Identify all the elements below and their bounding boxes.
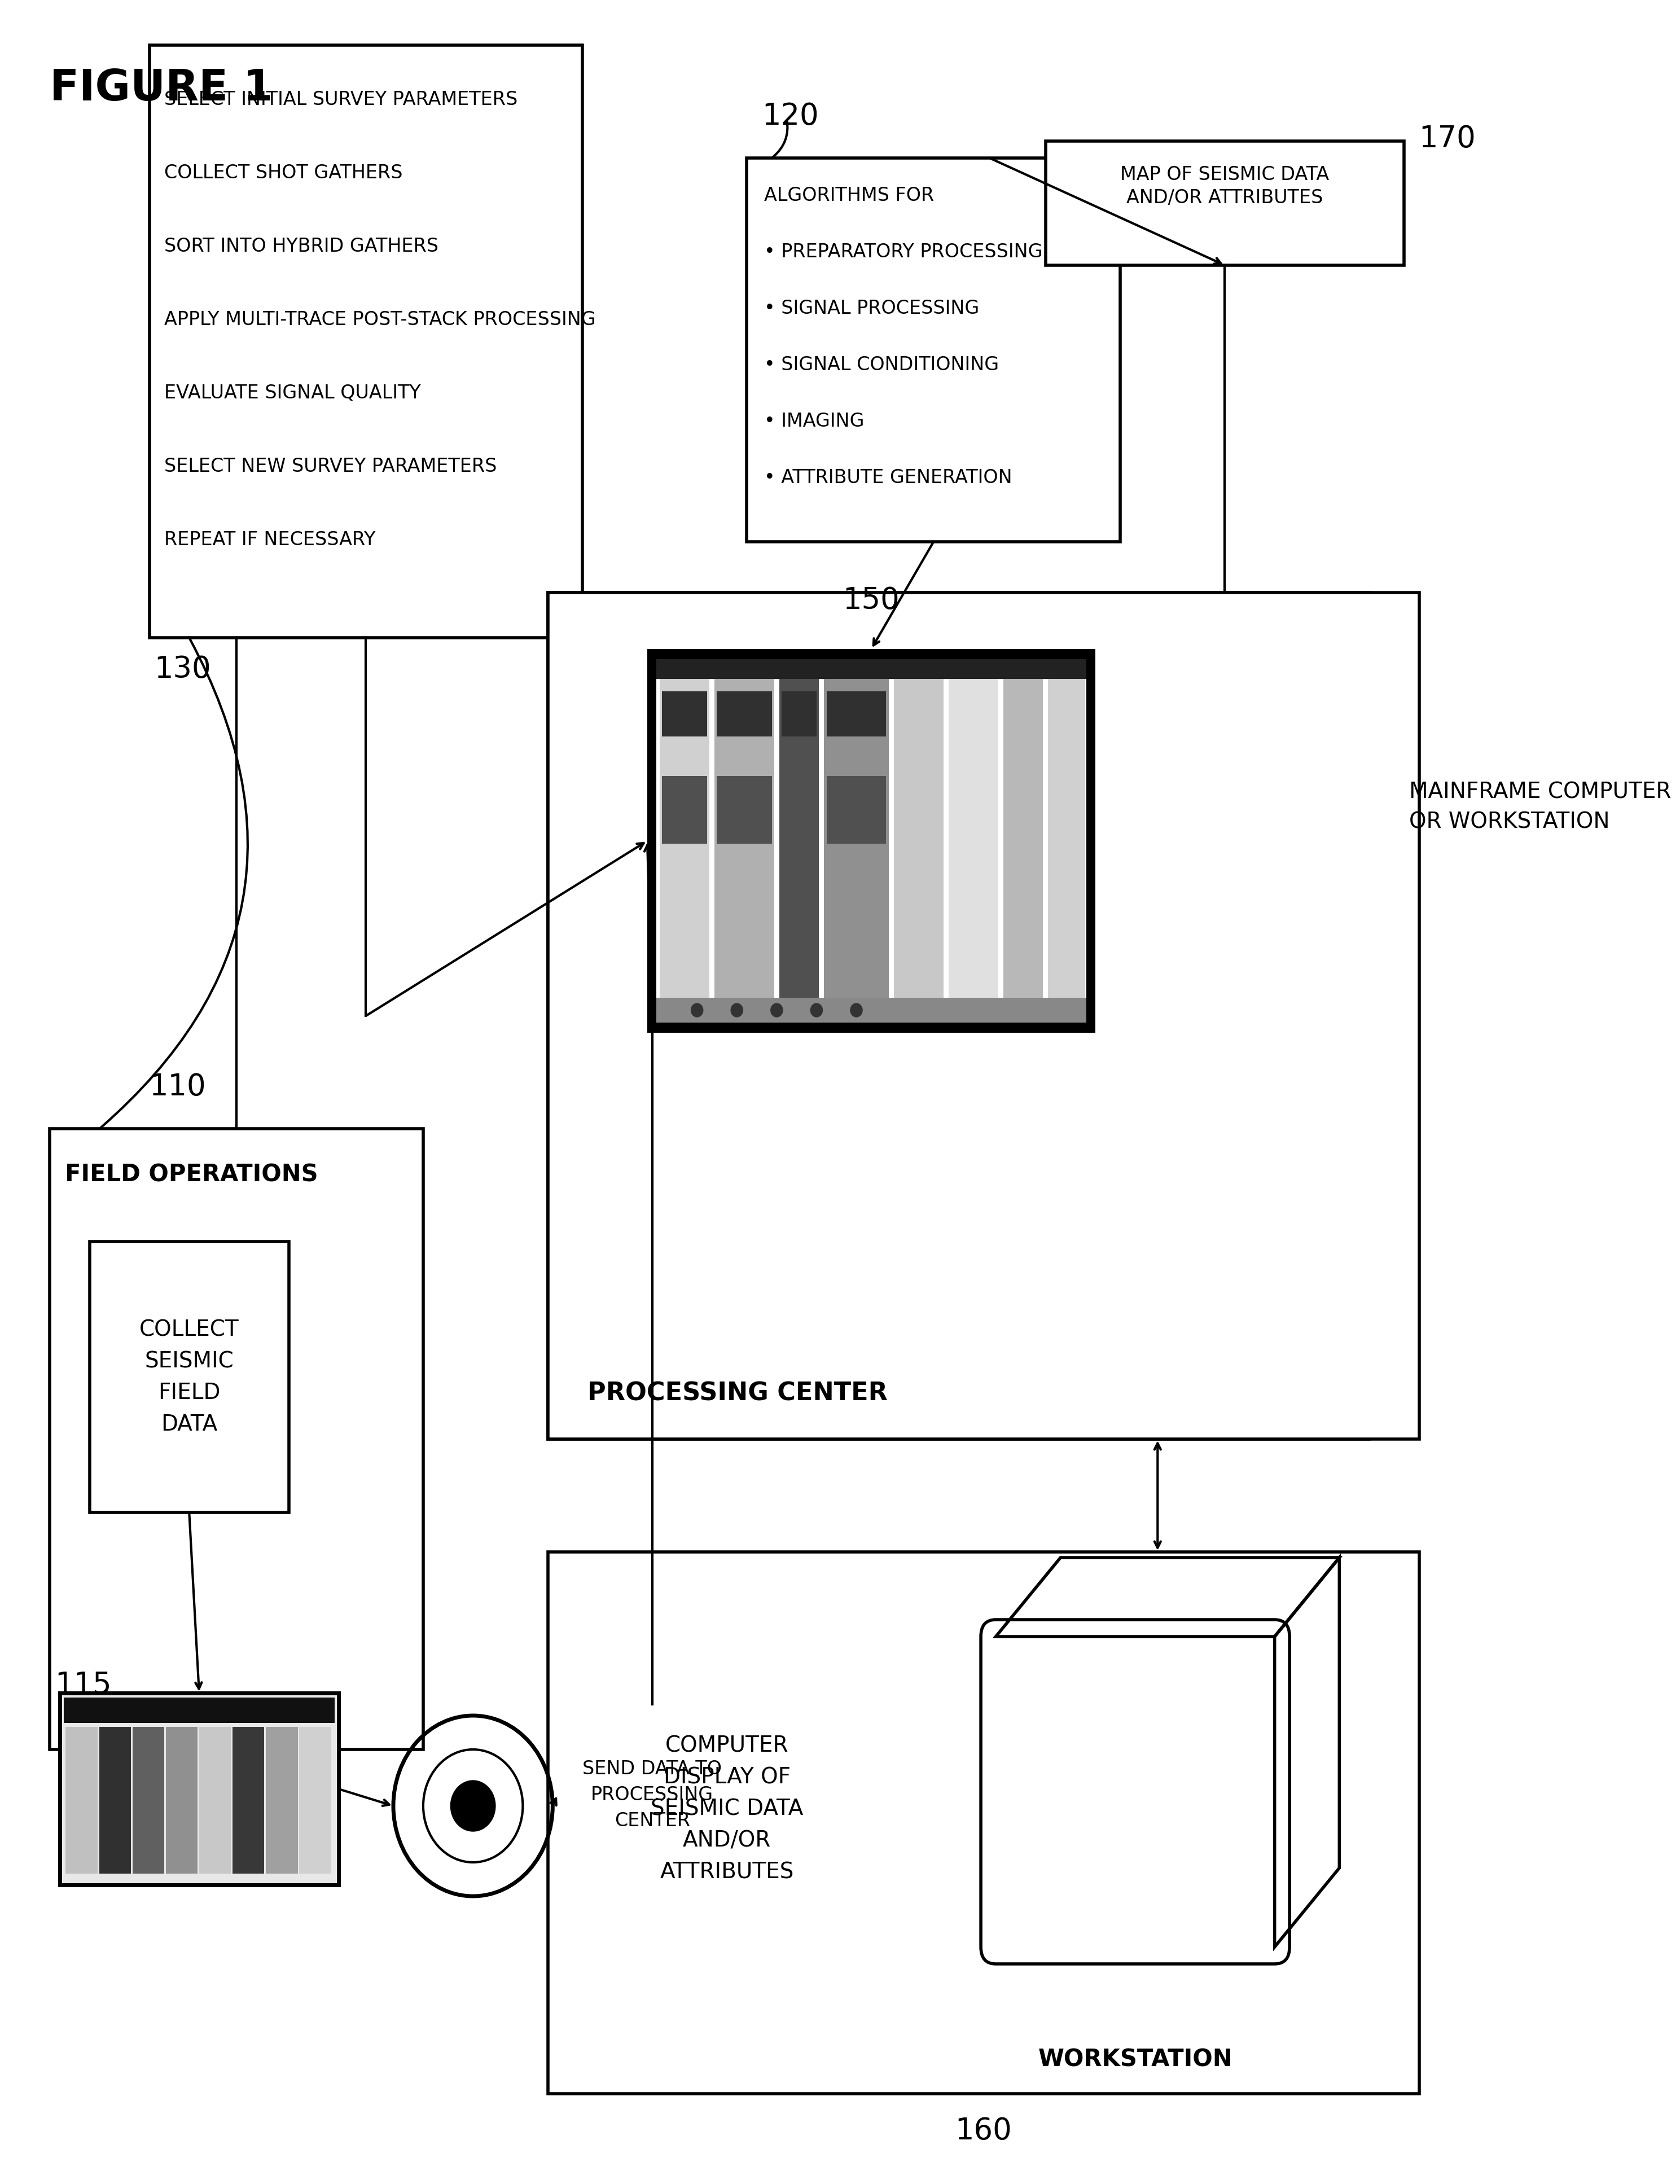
Text: SELECT INITIAL SURVEY PARAMETERS: SELECT INITIAL SURVEY PARAMETERS: [165, 90, 517, 109]
Text: MAINFRAME COMPUTER
OR WORKSTATION: MAINFRAME COMPUTER OR WORKSTATION: [1410, 782, 1672, 832]
Text: • SIGNAL PROCESSING: • SIGNAL PROCESSING: [764, 299, 979, 317]
Bar: [1048, 664, 1085, 1002]
Text: • PREPARATORY PROCESSING: • PREPARATORY PROCESSING: [764, 242, 1043, 262]
Bar: [548, 592, 1420, 1439]
Text: PROCESSING CENTER: PROCESSING CENTER: [588, 1380, 887, 1404]
Bar: [949, 664, 998, 1002]
Bar: [748, 157, 1121, 542]
Text: SORT INTO HYBRID GATHERS: SORT INTO HYBRID GATHERS: [165, 238, 438, 256]
Text: SEND DATA TO
PROCESSING
CENTER: SEND DATA TO PROCESSING CENTER: [583, 1760, 722, 1830]
Bar: [133, 1728, 165, 1874]
Bar: [780, 664, 820, 1002]
Circle shape: [850, 1002, 862, 1018]
Bar: [894, 664, 944, 1002]
Bar: [662, 692, 707, 736]
Text: • IMAGING: • IMAGING: [764, 413, 865, 430]
Text: 150: 150: [843, 585, 900, 616]
Bar: [558, 1704, 748, 1885]
Bar: [823, 664, 889, 1002]
Text: 115: 115: [55, 1671, 111, 1699]
Bar: [827, 692, 887, 736]
Text: 160: 160: [954, 2116, 1011, 2145]
Bar: [647, 649, 1095, 1033]
Bar: [66, 1728, 97, 1874]
Text: 130: 130: [155, 655, 212, 684]
Circle shape: [810, 1002, 823, 1018]
Bar: [781, 692, 816, 736]
Text: REPEAT IF NECESSARY: REPEAT IF NECESSARY: [165, 531, 376, 548]
Circle shape: [690, 1002, 702, 1018]
Bar: [265, 1728, 297, 1874]
Circle shape: [731, 1002, 743, 1018]
Bar: [166, 1728, 198, 1874]
Text: COLLECT
SEISMIC
FIELD
DATA: COLLECT SEISMIC FIELD DATA: [139, 1319, 239, 1435]
Bar: [662, 775, 707, 843]
Bar: [50, 1129, 423, 1749]
Bar: [548, 1553, 1420, 2094]
Bar: [717, 692, 771, 736]
Bar: [657, 660, 1087, 1009]
Bar: [717, 775, 771, 843]
Bar: [827, 775, 887, 843]
Text: MAP OF SEISMIC DATA
AND/OR ATTRIBUTES: MAP OF SEISMIC DATA AND/OR ATTRIBUTES: [1121, 166, 1329, 207]
Bar: [64, 1697, 334, 1723]
Bar: [60, 1693, 339, 1885]
Text: EVALUATE SIGNAL QUALITY: EVALUATE SIGNAL QUALITY: [165, 384, 422, 402]
Circle shape: [771, 1002, 783, 1018]
Text: • SIGNAL CONDITIONING: • SIGNAL CONDITIONING: [764, 356, 1000, 373]
Circle shape: [450, 1780, 496, 1832]
Text: 170: 170: [1420, 124, 1475, 153]
Bar: [60, 1693, 339, 1885]
Bar: [548, 592, 1369, 1439]
Text: FIELD OPERATIONS: FIELD OPERATIONS: [66, 1162, 318, 1186]
Bar: [714, 664, 774, 1002]
Text: 120: 120: [761, 103, 818, 131]
Bar: [232, 1728, 264, 1874]
Bar: [1045, 142, 1404, 264]
Text: WORKSTATION: WORKSTATION: [1038, 2046, 1233, 2070]
Text: 110: 110: [150, 1072, 207, 1101]
Text: APPLY MULTI-TRACE POST-STACK PROCESSING: APPLY MULTI-TRACE POST-STACK PROCESSING: [165, 310, 596, 330]
Bar: [99, 1728, 131, 1874]
Text: COMPUTER
DISPLAY OF
SEISMIC DATA
AND/OR
ATTRIBUTES: COMPUTER DISPLAY OF SEISMIC DATA AND/OR …: [650, 1734, 803, 1883]
Bar: [781, 775, 816, 843]
Bar: [150, 46, 583, 638]
Bar: [660, 664, 709, 1002]
Text: FIGURE 1: FIGURE 1: [50, 68, 274, 109]
Bar: [657, 660, 1087, 679]
Bar: [657, 998, 1087, 1022]
Text: SELECT NEW SURVEY PARAMETERS: SELECT NEW SURVEY PARAMETERS: [165, 456, 497, 476]
Text: ALGORITHMS FOR: ALGORITHMS FOR: [764, 186, 934, 205]
Text: COLLECT SHOT GATHERS: COLLECT SHOT GATHERS: [165, 164, 403, 181]
Text: • ATTRIBUTE GENERATION: • ATTRIBUTE GENERATION: [764, 467, 1013, 487]
Bar: [1003, 664, 1043, 1002]
Bar: [299, 1728, 331, 1874]
FancyBboxPatch shape: [981, 1621, 1290, 1963]
Bar: [200, 1728, 232, 1874]
Bar: [89, 1241, 289, 1514]
